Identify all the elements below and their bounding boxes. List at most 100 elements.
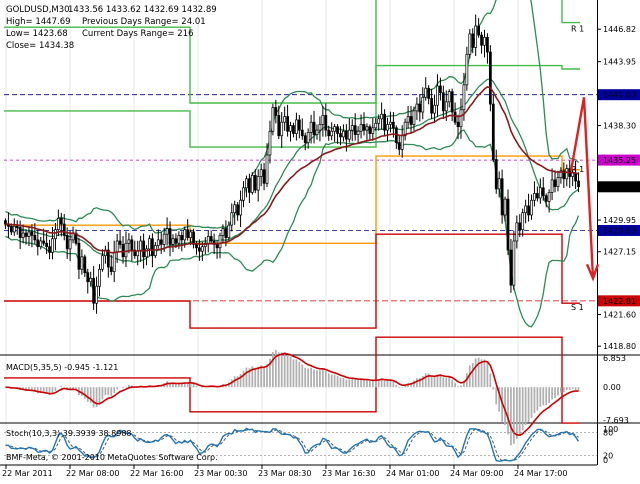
candle-body bbox=[359, 124, 363, 132]
macd-scale-label: 6.853 bbox=[603, 354, 626, 363]
candle-body bbox=[491, 103, 495, 160]
candle-body bbox=[306, 132, 310, 143]
candle-body bbox=[309, 121, 313, 133]
candle-body bbox=[330, 130, 334, 137]
candle-body bbox=[30, 231, 34, 236]
candle-body bbox=[468, 33, 472, 55]
candle-body bbox=[59, 218, 63, 225]
candle-body bbox=[45, 242, 48, 247]
candle-body bbox=[450, 91, 454, 113]
stoch-main-line bbox=[5, 427, 580, 462]
candle-body bbox=[333, 126, 336, 132]
candle-body bbox=[530, 199, 533, 216]
candle-body bbox=[92, 277, 96, 304]
candle-body bbox=[33, 234, 37, 241]
time-tick-label: 23 Mar 08:30 bbox=[258, 469, 311, 478]
level-tag-s1: S 1 bbox=[571, 303, 584, 312]
candle-body bbox=[497, 178, 501, 190]
candle-body bbox=[527, 205, 530, 216]
forecast-arrow-line bbox=[569, 97, 595, 279]
candle-body bbox=[456, 121, 460, 128]
candle-body bbox=[544, 195, 548, 202]
bollinger-middle-band bbox=[5, 78, 579, 263]
candle-body bbox=[368, 126, 372, 134]
price-tick-label: 1421.60 bbox=[603, 311, 636, 320]
candle-body bbox=[65, 234, 69, 250]
candle-body bbox=[274, 107, 278, 116]
candle-body bbox=[577, 180, 580, 188]
candle-body bbox=[289, 125, 292, 132]
candle-body bbox=[515, 222, 519, 242]
candle-body bbox=[259, 169, 263, 177]
price-marker-bg bbox=[598, 224, 640, 236]
candle-body bbox=[15, 225, 19, 228]
copyright-footer: BMF-Meta, © 2001-2010 MetaQuotes Softwar… bbox=[6, 453, 218, 462]
candle-body bbox=[248, 178, 251, 193]
candle-body bbox=[250, 175, 254, 193]
candle-body bbox=[118, 240, 122, 245]
candle-body bbox=[242, 187, 245, 201]
time-tick-label: 22 Mar 16:00 bbox=[130, 469, 183, 478]
candle-body bbox=[189, 231, 192, 238]
candle-body bbox=[162, 233, 166, 245]
candle-body bbox=[180, 234, 184, 241]
support-1-step-line bbox=[4, 233, 580, 329]
candle-body bbox=[268, 130, 272, 156]
candle-body bbox=[494, 159, 498, 190]
pivot-step-line bbox=[4, 155, 580, 244]
candle-body bbox=[127, 239, 131, 244]
resistance-1-step-line bbox=[4, 64, 580, 148]
candle-body bbox=[142, 240, 145, 258]
candle-body bbox=[148, 238, 151, 250]
candle-body bbox=[356, 130, 360, 135]
stoch-scale-label: 80 bbox=[603, 429, 613, 438]
candle-body bbox=[471, 33, 475, 48]
candle-body bbox=[68, 239, 72, 250]
candle-body bbox=[253, 175, 257, 191]
candle-body bbox=[292, 125, 295, 134]
bollinger-upper-band bbox=[5, 0, 579, 234]
candle-body bbox=[165, 228, 169, 235]
info-header: GOLDUSD,M30 1433.56 1433.62 1432.69 1432… bbox=[6, 5, 217, 51]
candle-body bbox=[550, 179, 554, 193]
time-tick-label: 24 Mar 09:00 bbox=[450, 469, 503, 478]
candle-body bbox=[441, 92, 445, 112]
time-tick-label: 22 Mar 08:00 bbox=[66, 469, 119, 478]
candle-body bbox=[321, 115, 325, 125]
candle-body bbox=[224, 228, 228, 238]
stochastic-panel: 80 20 100 0 bbox=[4, 425, 618, 465]
candle-body bbox=[106, 249, 110, 268]
candle-body bbox=[430, 98, 433, 114]
price-marker-label: 1432.89 bbox=[603, 183, 636, 192]
candle-body bbox=[512, 240, 516, 286]
candle-body bbox=[277, 115, 281, 137]
candle-body bbox=[98, 268, 101, 287]
candle-body bbox=[433, 104, 436, 114]
candle-body bbox=[488, 51, 492, 105]
candle-body bbox=[215, 244, 219, 249]
candle-body bbox=[112, 251, 116, 272]
candle-body bbox=[48, 246, 51, 253]
candle-body bbox=[77, 242, 81, 270]
candle-body bbox=[271, 107, 275, 132]
candle-body bbox=[297, 119, 301, 131]
candle-body bbox=[124, 242, 128, 258]
candle-body bbox=[353, 125, 357, 135]
price-marker-bg bbox=[598, 89, 640, 101]
candle-body bbox=[130, 239, 134, 251]
price-tick-label: 1446.82 bbox=[603, 25, 636, 34]
candle-body bbox=[500, 178, 504, 216]
candle-body bbox=[533, 193, 536, 201]
candle-body bbox=[444, 101, 448, 112]
candle-body bbox=[462, 84, 466, 111]
previous-range-label: Previous Days Range= 24.01 bbox=[82, 17, 206, 27]
candle-body bbox=[136, 250, 140, 257]
candle-body bbox=[12, 225, 16, 233]
candle-body bbox=[312, 121, 316, 135]
resistance-2-step-line bbox=[4, 0, 580, 104]
candle-body bbox=[42, 240, 46, 244]
candle-body bbox=[562, 170, 566, 180]
candle-body bbox=[230, 212, 234, 226]
